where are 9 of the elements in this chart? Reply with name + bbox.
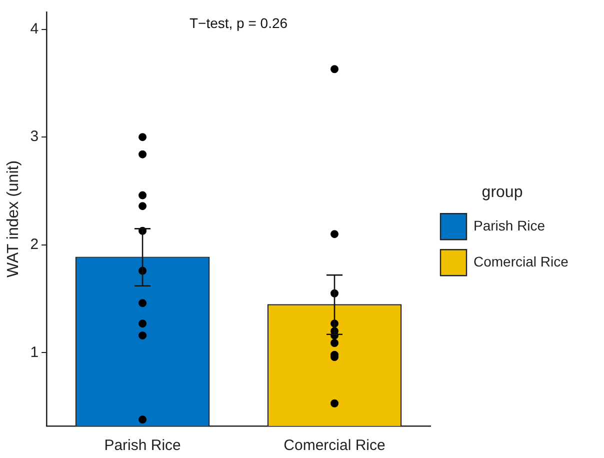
annotation: T−test, p = 0.26 [189, 14, 288, 31]
legend-label: Comercial Rice [474, 253, 569, 270]
y-axis-title: WAT index (unit) [5, 160, 22, 278]
y-tick-label: 3 [30, 128, 39, 146]
y-tick-label: 1 [30, 344, 39, 361]
y-tick-label: 4 [30, 20, 39, 38]
legend-title: group [482, 184, 523, 201]
legend-label: Parish Rice [474, 217, 546, 234]
y-tick-label: 2 [30, 236, 39, 254]
